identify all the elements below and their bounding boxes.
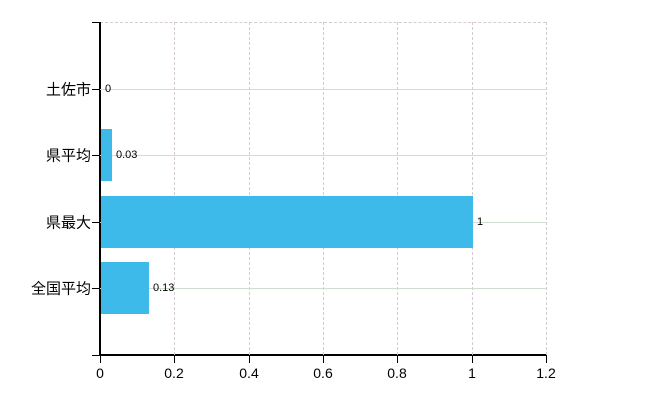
vertical-gridline <box>472 22 473 355</box>
x-axis-tick <box>174 356 175 363</box>
y-axis-tick <box>92 355 100 356</box>
x-tick-label: 0.6 <box>313 365 333 381</box>
x-tick-label: 0.2 <box>164 365 184 381</box>
x-tick-label: 0 <box>96 365 104 381</box>
x-tick-label: 0.4 <box>239 365 259 381</box>
x-axis-line <box>99 354 547 356</box>
bar-県平均 <box>101 129 112 181</box>
y-axis-tick <box>92 155 100 156</box>
x-axis-tick <box>397 356 398 363</box>
y-axis-tick <box>92 22 100 23</box>
y-axis-tick <box>92 89 100 90</box>
horizontal-gridline <box>100 89 546 90</box>
category-label: 県最大 <box>45 214 91 232</box>
y-axis-tick <box>92 222 100 223</box>
vertical-gridline <box>249 22 250 355</box>
y-axis-line <box>99 22 101 356</box>
x-tick-label: 1 <box>468 365 476 381</box>
category-label: 全国平均 <box>30 280 91 298</box>
value-label: 0.03 <box>116 149 138 161</box>
value-label: 1 <box>477 216 484 228</box>
x-axis-tick <box>546 356 547 363</box>
x-tick-label: 0.8 <box>387 365 407 381</box>
category-label: 県平均 <box>45 147 91 165</box>
vertical-gridline <box>174 22 175 355</box>
x-axis-tick <box>100 356 101 363</box>
value-label: 0 <box>105 83 112 95</box>
horizontal-gridline <box>100 288 546 289</box>
x-axis-tick <box>472 356 473 363</box>
y-axis-tick <box>92 288 100 289</box>
x-axis-tick <box>323 356 324 363</box>
x-axis-tick <box>249 356 250 363</box>
vertical-gridline <box>397 22 398 355</box>
x-tick-label: 1.2 <box>536 365 556 381</box>
vertical-gridline <box>546 22 547 355</box>
value-label: 0.13 <box>153 282 175 294</box>
bar-全国平均 <box>101 262 149 314</box>
bar-県最大 <box>101 196 473 248</box>
vertical-gridline <box>323 22 324 355</box>
category-label: 土佐市 <box>45 81 91 99</box>
horizontal-gridline <box>100 155 546 156</box>
